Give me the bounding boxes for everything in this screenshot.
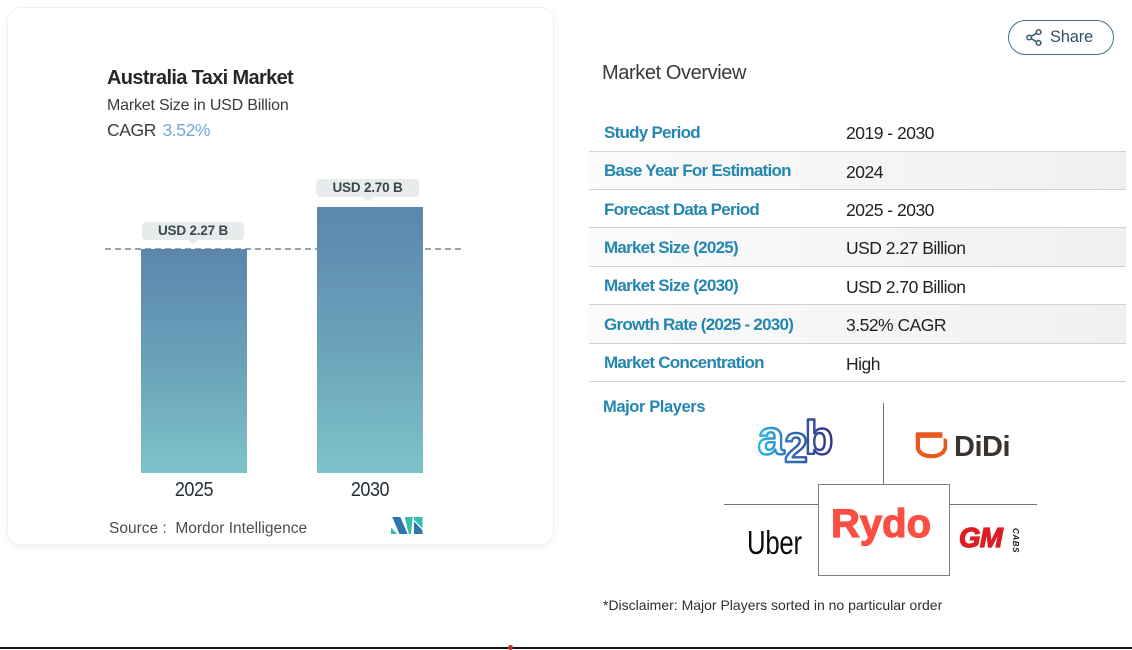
svg-text:b: b <box>805 415 834 464</box>
svg-text:2: 2 <box>784 424 807 465</box>
svg-text:a: a <box>758 415 785 465</box>
